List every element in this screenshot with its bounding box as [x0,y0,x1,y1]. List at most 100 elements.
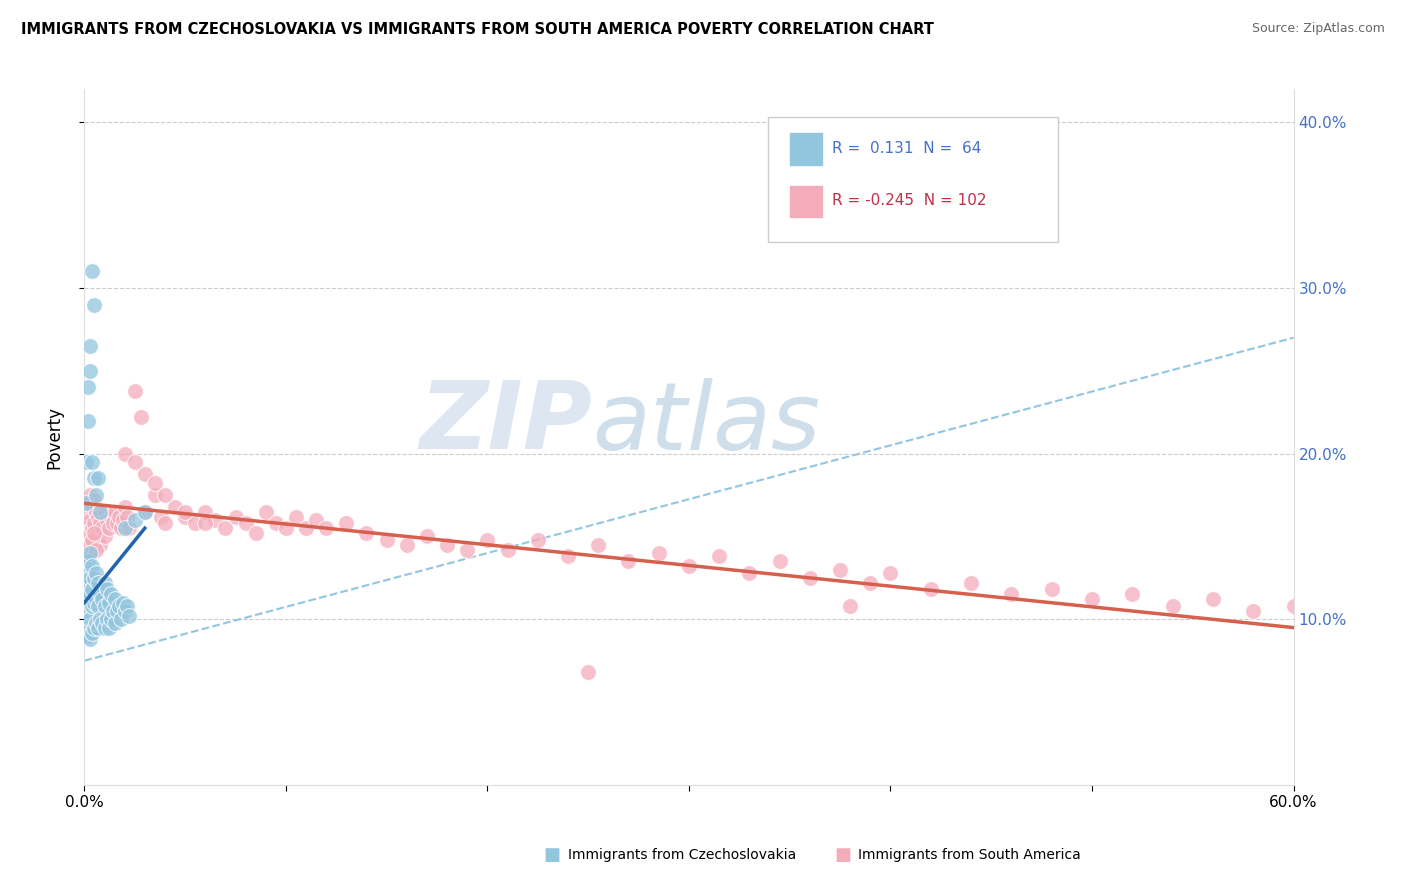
Point [96,582,118,597]
Point [93,599,115,613]
Point [87,599,110,613]
Point [194,505,217,519]
Point [89,612,111,626]
Point [89,505,111,519]
Point [82,599,104,613]
Point [79,587,101,601]
Point [79,546,101,560]
Point [285,509,308,524]
Point [799,571,821,585]
Point [114,604,136,618]
Point [93,575,115,590]
Point [79,538,101,552]
Point [107,509,129,524]
Point [83,538,105,552]
Point [830,563,852,577]
Point [315,521,337,535]
Point [82,264,104,278]
Point [75,496,97,510]
Point [124,384,146,398]
Point [118,521,141,535]
Text: ZIP: ZIP [419,377,592,469]
Point [204,513,226,527]
Point [107,599,129,613]
Point [879,566,901,580]
Point [75,521,97,535]
Point [960,575,983,590]
Point [576,665,599,680]
Point [97,596,120,610]
Point [477,533,499,547]
Point [83,516,105,531]
Point [1040,582,1063,597]
Point [83,571,105,585]
Point [105,604,128,618]
Text: ■: ■ [834,846,851,863]
Point [82,582,104,597]
Point [769,554,792,568]
Point [115,599,138,613]
Point [143,488,166,502]
Point [1121,587,1143,601]
Point [86,592,108,607]
Point [110,612,132,626]
Point [194,516,217,531]
Point [83,621,105,635]
Point [86,615,108,630]
Point [77,413,100,427]
Point [1081,592,1104,607]
Point [77,549,100,564]
Point [129,410,152,425]
Point [77,505,100,519]
Point [111,596,134,610]
Point [83,493,105,508]
Point [648,546,671,560]
Point [274,521,297,535]
Point [75,563,97,577]
Point [77,554,100,568]
Point [153,516,176,531]
Point [496,542,519,557]
Point [100,612,122,626]
Point [143,476,166,491]
Point [79,632,101,647]
Point [588,538,610,552]
Point [356,526,378,541]
Point [77,579,100,593]
Point [97,621,120,635]
Point [436,538,458,552]
Point [1241,604,1264,618]
Point [82,625,104,640]
Point [83,526,105,541]
Point [75,455,97,469]
Point [375,533,398,547]
Text: ■: ■ [544,846,561,863]
Point [1282,599,1305,613]
Text: IMMIGRANTS FROM CZECHOSLOVAKIA VS IMMIGRANTS FROM SOUTH AMERICA POVERTY CORRELAT: IMMIGRANTS FROM CZECHOSLOVAKIA VS IMMIGR… [21,22,934,37]
Text: Source: ZipAtlas.com: Source: ZipAtlas.com [1251,22,1385,36]
Point [75,496,97,510]
Point [214,521,236,535]
Point [77,529,100,543]
Point [264,516,287,531]
Point [86,542,108,557]
Point [77,629,100,643]
Point [115,509,138,524]
Point [305,513,328,527]
Point [75,621,97,635]
Text: R = -0.245  N = 102: R = -0.245 N = 102 [831,193,986,208]
Point [174,509,197,524]
Point [87,575,110,590]
Point [79,538,101,552]
Y-axis label: Poverty: Poverty [45,406,63,468]
Point [91,521,114,535]
Point [79,339,101,353]
Point [709,549,731,564]
Point [89,587,111,601]
Point [839,599,862,613]
Point [527,533,550,547]
Point [184,516,207,531]
Point [335,516,357,531]
Point [165,500,187,514]
FancyBboxPatch shape [768,117,1057,243]
